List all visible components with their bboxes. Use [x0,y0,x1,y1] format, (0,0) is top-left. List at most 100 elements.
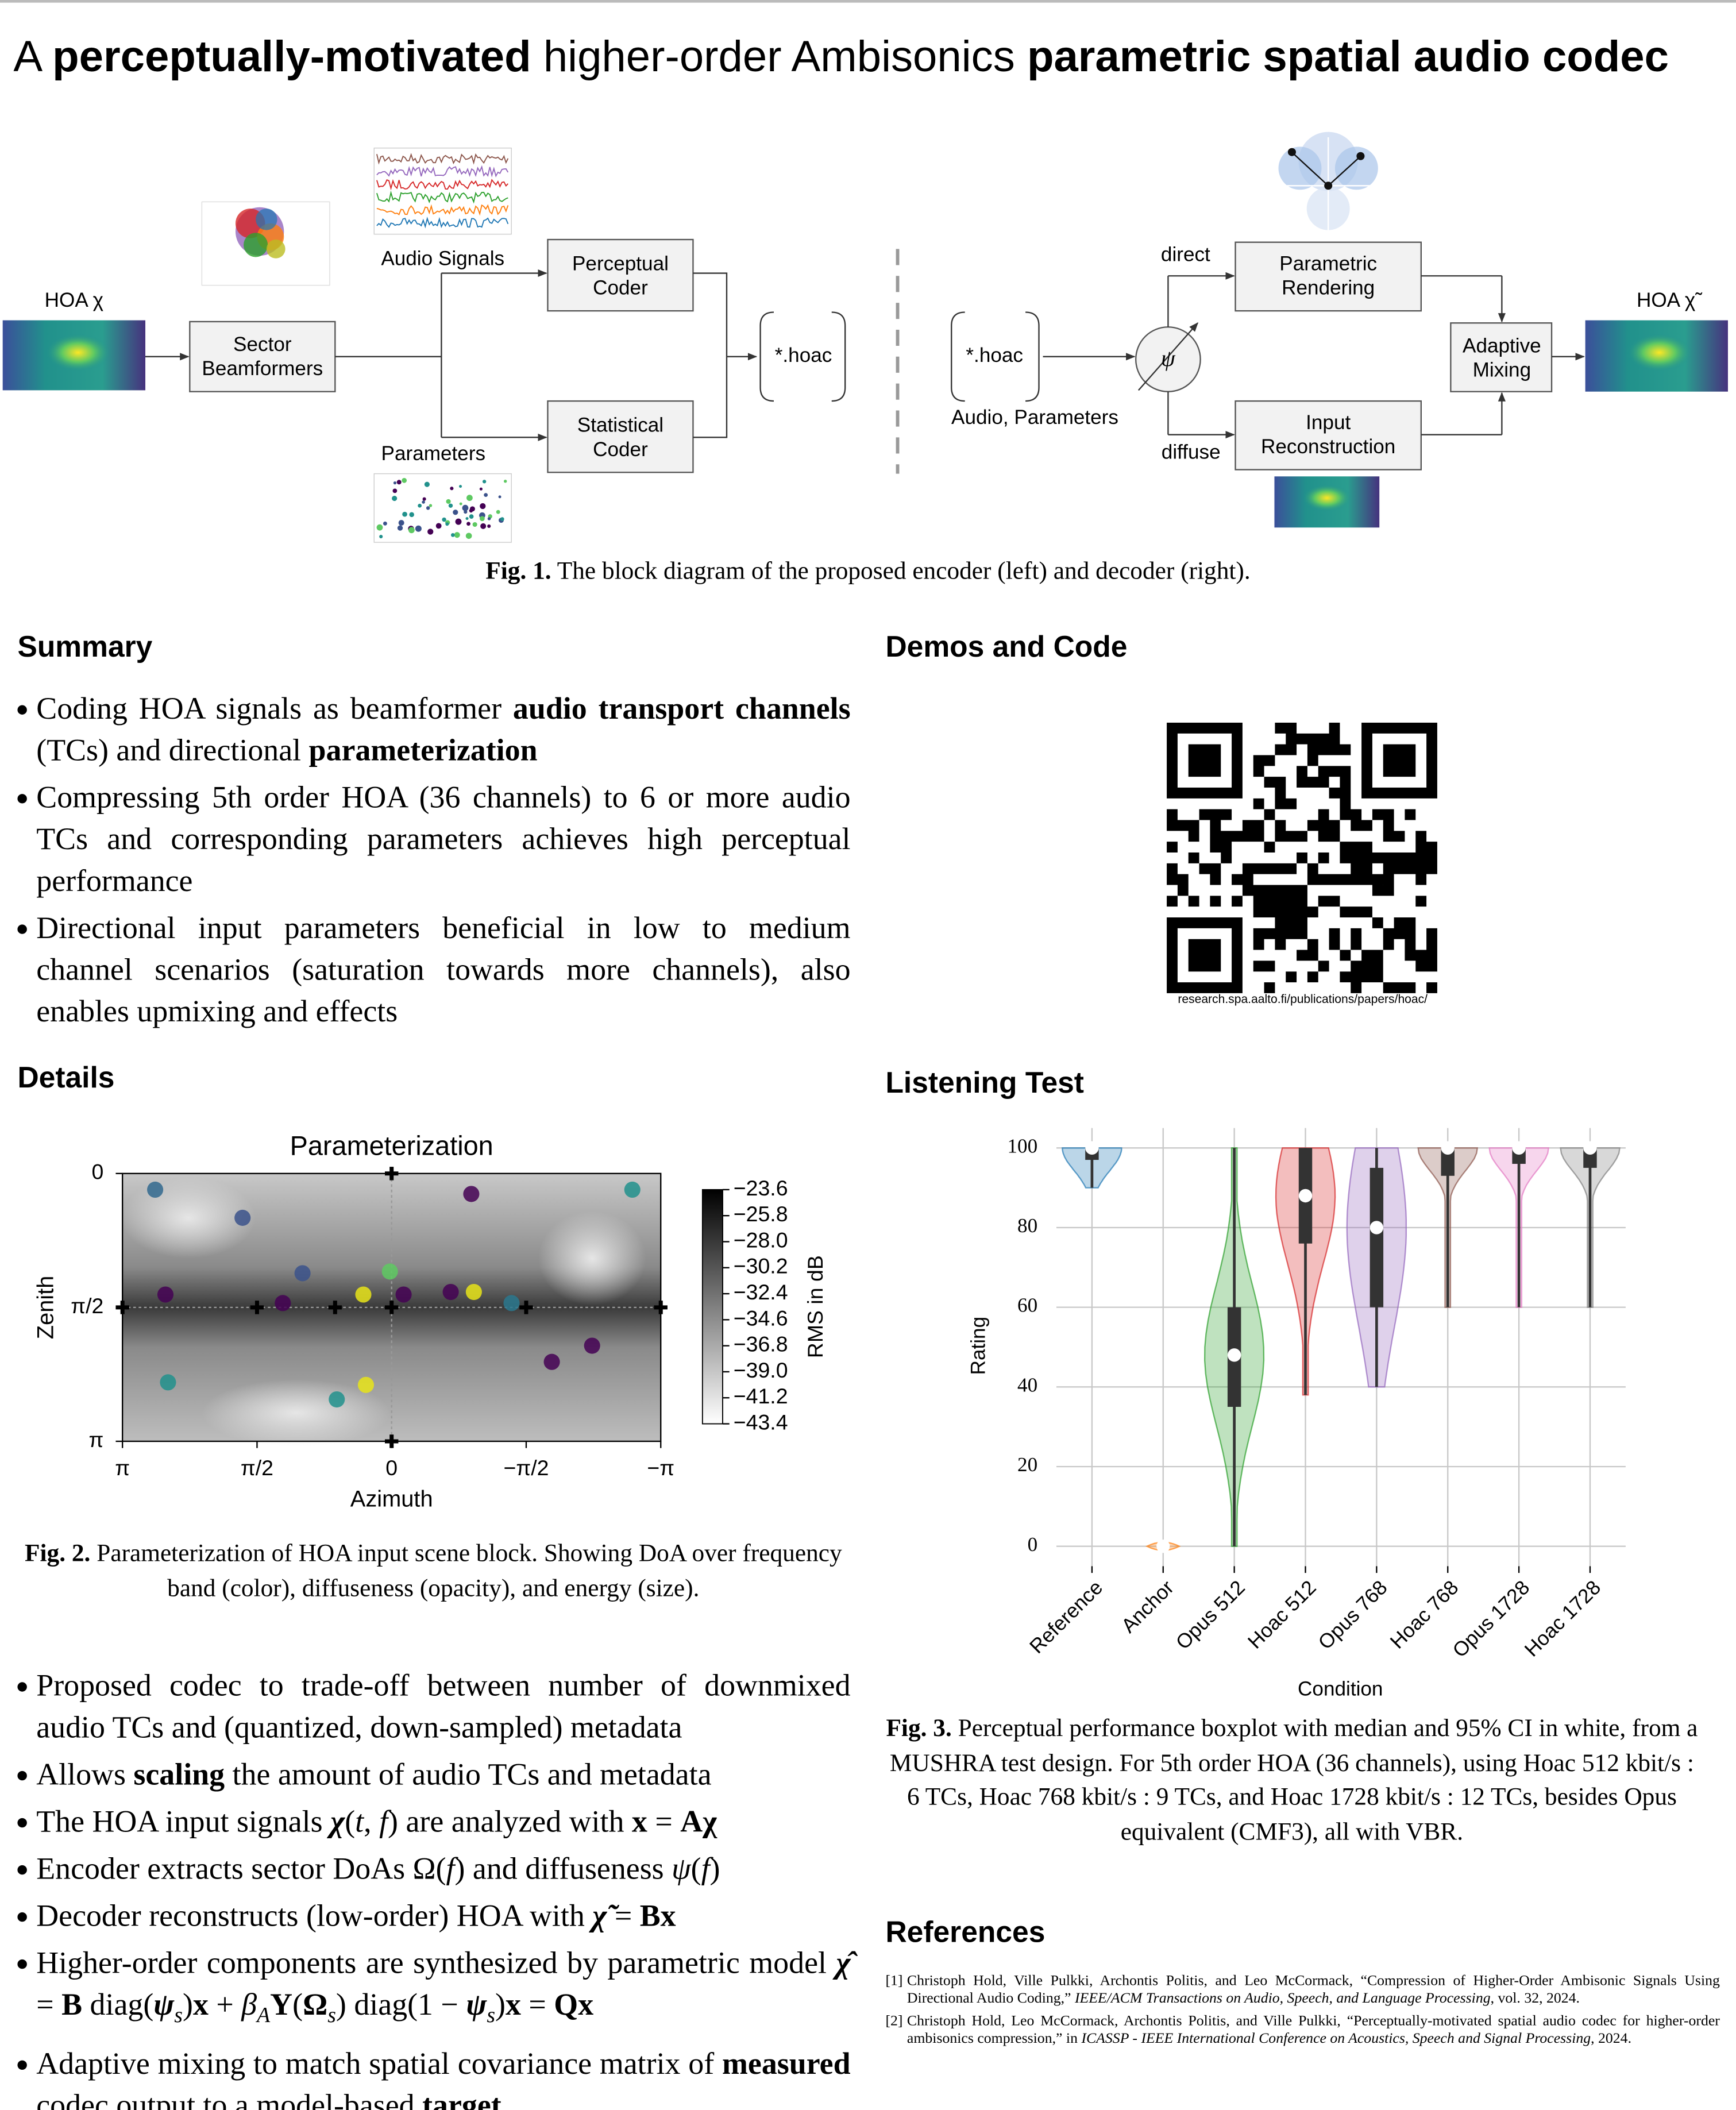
thumbnail-dot [503,480,507,483]
reference-label: [1] [885,1973,903,1989]
doa-point [147,1181,164,1198]
text-run: ψ [153,1988,175,2022]
thumbnail-dot [459,502,462,506]
text-run: A [257,2004,271,2028]
bullet: Directional input parameters beneficial … [16,907,851,1032]
sector-marker [250,1301,264,1314]
x-tick-label: Anchor [1117,1576,1178,1637]
colorbar [701,1189,723,1425]
doa-point [584,1337,600,1354]
median [1583,1141,1597,1155]
brackets [759,311,846,402]
waveform [376,153,509,165]
section-heading: Details [17,1060,115,1094]
doa-point [157,1286,174,1303]
text-run: = [607,1899,640,1933]
reference-text: Christoph Hold, Ville Pulkki, Archontis … [907,1973,1720,2008]
waveform [376,217,509,229]
label-line: Sector [233,333,292,356]
doa-point [543,1353,560,1370]
median [1227,1348,1241,1362]
text-run: s [327,2004,336,2028]
label-line: Input [1306,411,1351,434]
sector-marker [654,1301,668,1314]
waveform [376,204,509,216]
thumbnail-dot [422,497,426,501]
label: Audio Signals [381,247,504,269]
parameterization-chart: Parameterization π π/2 0 −π/2 −π 0 π/2 π Azimuth Z… [33,1131,827,1512]
label: HOA χ̃ [1637,289,1702,311]
wire [693,272,728,438]
figure-caption: Fig. 3. Perceptual performance boxplot w… [881,1713,1702,1850]
figure-caption: Fig. 1. The block diagram of the propose… [404,556,1332,591]
block [1235,400,1422,470]
text-run: β [241,1988,257,2022]
y-tick-label: 0 [92,1160,104,1184]
block-diagram: HOA χ Sector Beamformers Audio Signals Pa… [2,132,1728,543]
text-run: Ω [303,1988,328,2022]
label-line: Perceptual [572,253,669,275]
text-run: = [647,1804,681,1839]
thumbnail-dot [379,534,383,539]
thumbnail-dot [465,517,469,520]
text-run: Higher-order components are synthesized … [36,1946,836,1980]
text-run: ) [495,1988,506,2022]
y-tick-label: 0 [1028,1533,1038,1556]
text-run: f [701,1851,710,1886]
doa-point [294,1265,311,1282]
text-run: ) [182,1988,193,2022]
text-run: parameterization [308,733,538,767]
text-run: , vol. 32, 2024. [1490,1990,1580,2007]
thumbnail-dot [453,510,458,515]
sphere-plot [201,201,330,286]
heatmap-thumbnail [1585,320,1728,392]
doa-point [503,1295,520,1311]
thumbnail-dot [427,529,434,535]
y-tick-label: π [89,1428,104,1452]
rms-map [538,1211,646,1306]
reference: [1] Christoph Hold, Ville Pulkki, Archont… [885,1973,1719,2008]
section-heading: References [885,1915,1046,1949]
text-run: Christoph Hold, Leo McCormack, Archontis… [906,2013,1720,2047]
text-run: target [422,2088,501,2110]
text-run: Parameterization of HOA input scene bloc… [90,1541,842,1602]
thumbnail-dot [469,506,475,512]
text-run: x [505,1988,521,2022]
label: Audio, Parameters [951,406,1118,429]
text-run: measured [722,2046,851,2080]
block-label: Perceptual Coder [572,253,669,299]
thumbnail-dot [454,532,460,538]
thumbnail-dot [402,511,407,517]
median [1298,1189,1313,1203]
text-run: Y [270,1988,293,2022]
doa-point [275,1295,291,1311]
thumbnail-dot [496,510,500,514]
thumbnail-dot [448,503,453,508]
thumbnail-dot [418,503,422,508]
text-run: = [36,1988,62,2022]
text-run: Qx [554,1988,594,2022]
text-run: Perceptual performance boxplot with medi… [889,1715,1698,1846]
text-run: χ̂ [836,1946,851,1980]
label-line: Mixing [1473,359,1531,381]
thumbnail-dot [408,527,415,534]
label-line: Statistical [577,414,663,437]
text-run: Allows [36,1757,134,1792]
y-tick-label: 60 [1017,1294,1037,1317]
text-run: scaling [133,1757,225,1792]
colorbar-tick-label: −36.8 [734,1332,788,1356]
text-run: = [520,1988,554,2022]
reference-label: [2] [885,2013,903,2030]
thumbnail-dot [464,510,468,514]
text-run: Fig. 2. [25,1541,91,1568]
bullet: Adaptive mixing to match spatial covaria… [16,2042,851,2110]
sector-marker [384,1301,399,1314]
colorbar-tick-label: −41.2 [734,1384,788,1408]
thumbnail-dot [415,525,422,532]
text-run: x [631,1804,647,1839]
thumbnail-dot [500,517,504,521]
median [1512,1141,1526,1155]
text-run: ) [709,1851,720,1886]
